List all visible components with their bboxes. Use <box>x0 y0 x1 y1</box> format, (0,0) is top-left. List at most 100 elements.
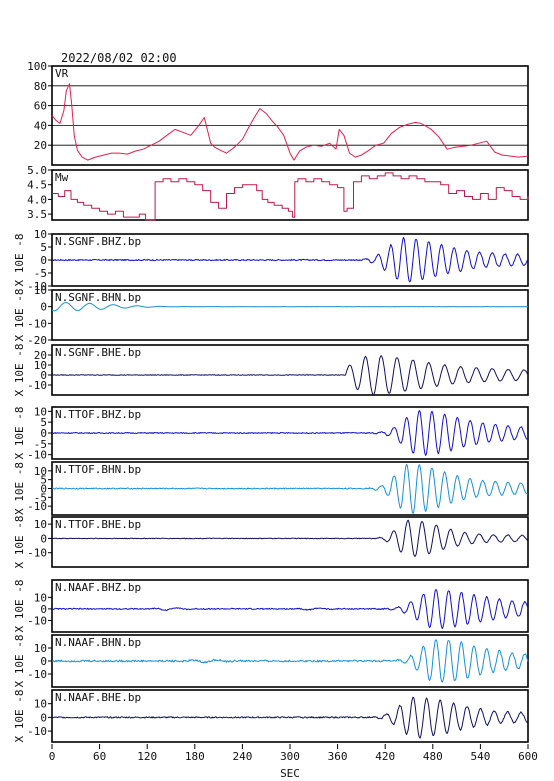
y-tick-label: 0 <box>40 369 47 382</box>
x-axis-label: SEC <box>280 767 300 780</box>
x-tick-label: 600 <box>518 750 538 763</box>
y-tick-label: 80 <box>34 80 47 93</box>
y-tick-label: 10 <box>34 405 47 418</box>
header-datetime: 2022/08/02 02:00 <box>61 51 177 65</box>
waveform-line <box>51 355 529 396</box>
waveform-panel: -10 010 N.TTOF.BHE.bp X 10E -8 <box>13 516 529 569</box>
y-tick-label: 10 <box>34 284 47 297</box>
x-tick-label: 540 <box>470 750 490 763</box>
y-tick-label: 10 <box>34 228 47 241</box>
waveform-line <box>51 463 529 514</box>
panel-frame <box>51 289 529 341</box>
y-tick-label: 40 <box>34 119 47 132</box>
waveform-axis-label: X 10E -8 <box>13 289 26 342</box>
y-tick-label: -10 <box>27 614 47 627</box>
y-tick-label: -5 <box>34 438 47 451</box>
panel-frame <box>51 169 529 221</box>
y-tick-label: -10 <box>27 317 47 330</box>
y-tick-label: 4.0 <box>27 193 47 206</box>
y-tick-label: -10 <box>27 449 47 462</box>
waveform-axis-label: X 10E -8 <box>13 516 26 569</box>
y-tick-label: -10 <box>27 280 47 293</box>
y-tick-label: -10 <box>27 547 47 560</box>
panel-label: N.SGNF.BHN.bp <box>55 291 141 304</box>
mw-panel: 3.5 4.04.5 5.0 Mw <box>27 164 529 221</box>
mw-line <box>52 172 529 221</box>
y-tick-label: 5 <box>40 474 47 487</box>
waveform-axis-label: X 10E -8 <box>13 635 26 688</box>
y-tick-label: 20 <box>34 349 47 362</box>
waveform-line <box>51 302 529 312</box>
x-axis: 0 60 120 180 240 300 360 420 480 540 600 SEC <box>49 744 538 780</box>
panel-label: N.TTOF.BHE.bp <box>55 518 141 531</box>
vr-panel: 20 40 60 80 100 VR <box>27 60 529 166</box>
waveform-line <box>51 589 529 630</box>
y-tick-label: 0 <box>40 254 47 267</box>
y-tick-label: 10 <box>34 698 47 711</box>
panel-label: VR <box>55 67 69 80</box>
y-tick-label: -5 <box>34 267 47 280</box>
y-tick-label: 0 <box>40 427 47 440</box>
y-tick-label: 5 <box>40 241 47 254</box>
x-tick-label: 120 <box>137 750 157 763</box>
panel-frame <box>51 516 529 568</box>
panel-label: N.SGNF.BHE.bp <box>55 346 141 359</box>
panel-label: N.NAAF.BHZ.bp <box>55 581 141 594</box>
y-tick-label: -5 <box>34 491 47 504</box>
y-tick-label: 3.5 <box>27 208 47 221</box>
panel-label: N.TTOF.BHZ.bp <box>55 408 141 421</box>
y-tick-label: -10 <box>27 500 47 513</box>
x-tick-label: 420 <box>375 750 395 763</box>
panel-label: N.TTOF.BHN.bp <box>55 463 141 476</box>
panel-label: N.SGNF.BHZ.bp <box>55 235 141 248</box>
vr-line <box>51 83 529 161</box>
panel-label: N.NAAF.BHE.bp <box>55 691 141 704</box>
x-tick-label: 0 <box>49 750 56 763</box>
y-tick-label: 5.0 <box>27 164 47 177</box>
y-tick-label: 0 <box>40 711 47 724</box>
y-tick-label: 0 <box>40 532 47 545</box>
y-tick-label: 100 <box>27 60 47 73</box>
y-tick-label: 4.5 <box>27 179 47 192</box>
waveform-line <box>51 696 529 739</box>
waveform-panel: -20 -10 0 10 N.SGNF.BHN.bp X 10E -8 <box>13 284 529 347</box>
y-tick-label: 5 <box>40 416 47 429</box>
panel-label: Mw <box>55 171 69 184</box>
y-tick-label: -20 <box>27 334 47 347</box>
panel-frame <box>51 65 529 166</box>
x-tick-label: 240 <box>232 750 252 763</box>
panel-label: N.NAAF.BHN.bp <box>55 636 141 649</box>
panels: 20406080100VR3.54.04.55.0Mw-10-50510N.SG… <box>13 60 529 743</box>
y-tick-label: 10 <box>34 465 47 478</box>
waveform-axis-label: X 10E -8 <box>13 407 26 460</box>
waveform-axis-label: X 10E -8 <box>13 462 26 515</box>
waveform-axis-label: X 10E -8 <box>13 580 26 633</box>
y-tick-label: 20 <box>34 139 47 152</box>
y-tick-label: -10 <box>27 379 47 392</box>
waveform-line <box>51 519 529 557</box>
y-tick-label: 0 <box>40 603 47 616</box>
y-tick-label: 60 <box>34 100 47 113</box>
y-tick-label: -10 <box>27 668 47 681</box>
y-tick-label: 10 <box>34 518 47 531</box>
y-tick-label: 0 <box>40 301 47 314</box>
y-tick-label: 10 <box>34 591 47 604</box>
waveform-line <box>51 410 529 456</box>
waveform-axis-label: X 10E -8 <box>13 690 26 743</box>
x-tick-label: 360 <box>328 750 348 763</box>
panel-frame <box>51 689 529 743</box>
x-tick-label: 60 <box>93 750 106 763</box>
x-tick-label: 180 <box>185 750 205 763</box>
waveform-axis-label: X 10E -8 <box>13 344 26 397</box>
x-tick-label: 480 <box>423 750 443 763</box>
panel-frame <box>51 344 529 396</box>
x-tick-label: 300 <box>280 750 300 763</box>
